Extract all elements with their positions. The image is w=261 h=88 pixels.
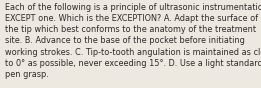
Text: Each of the following is a principle of ultrasonic instrumentation
EXCEPT one. W: Each of the following is a principle of … — [5, 3, 261, 79]
